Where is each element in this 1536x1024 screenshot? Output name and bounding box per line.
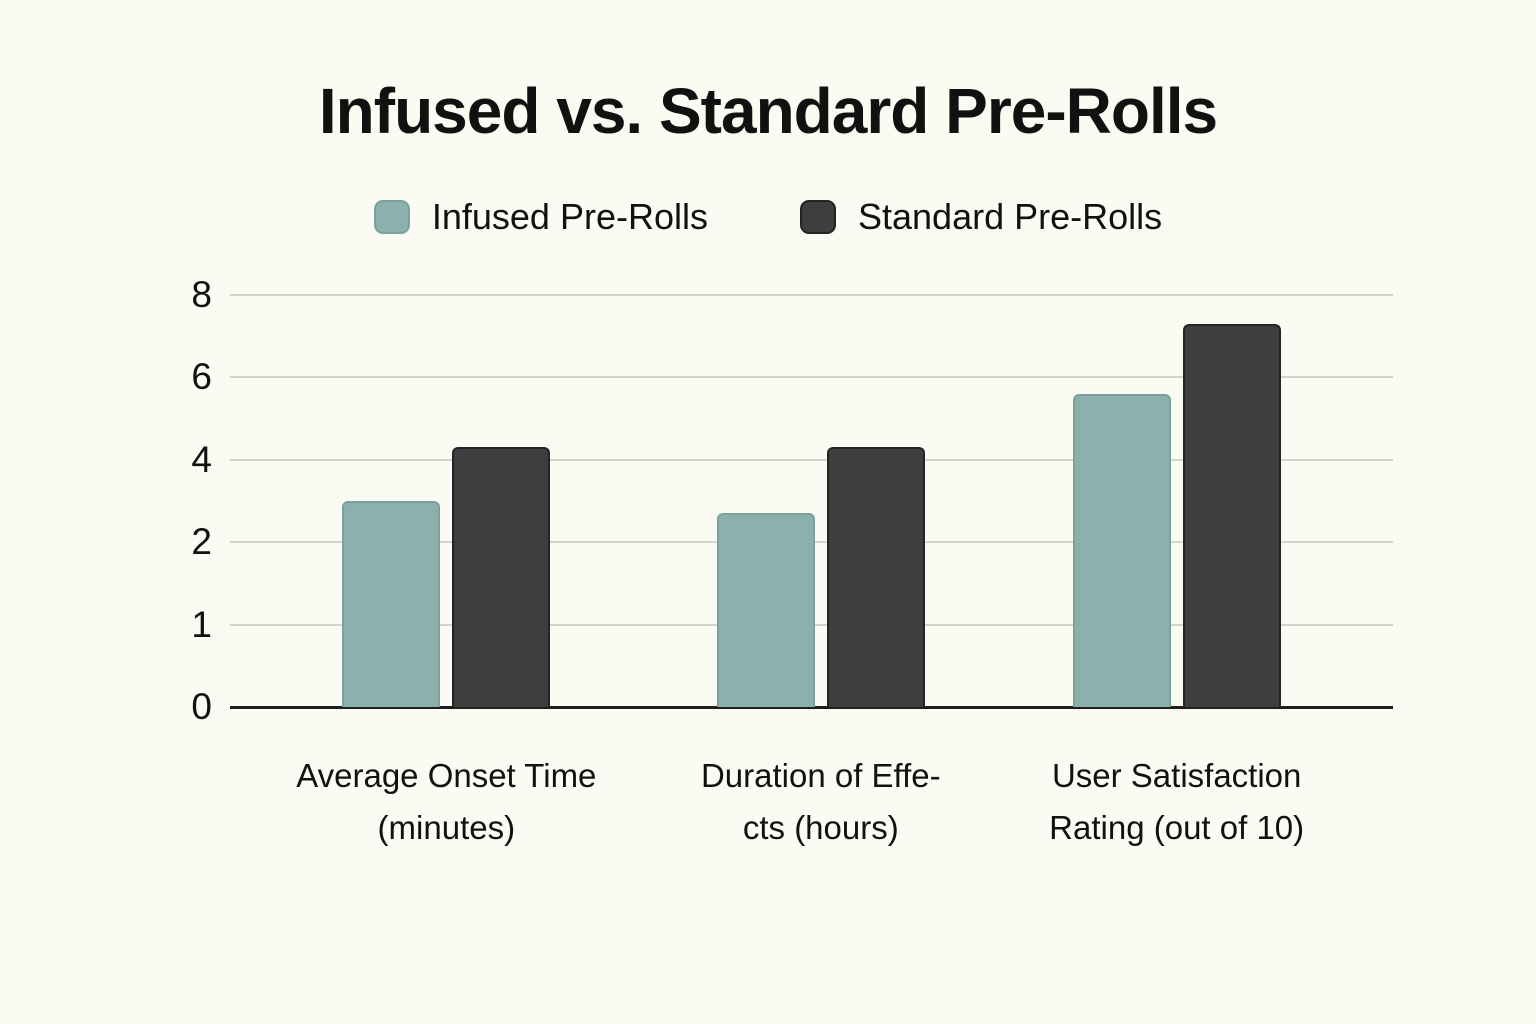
y-tick-label-8: 8 [191, 274, 212, 315]
legend-item: Standard Pre-Rolls [799, 196, 1163, 238]
legend: Infused Pre-Rolls Standard Pre-Rolls [0, 196, 1536, 238]
x-category-label: Duration of Effe-cts (hours) [606, 750, 1036, 854]
bar-group-1 [342, 447, 551, 707]
gridline-y-4 [230, 458, 1393, 461]
bar [452, 447, 551, 707]
bar [1182, 324, 1281, 707]
y-tick-label-6: 6 [191, 356, 212, 398]
x-category-label: User Satisfaction Rating (out of 10) [962, 750, 1392, 854]
legend-swatch-icon [799, 200, 836, 234]
y-tick-label-1: 1 [191, 603, 212, 645]
x-category-label: Average Onset Time (minutes) [231, 750, 661, 854]
bar [342, 501, 441, 707]
legend-item: Infused Pre-Rolls [373, 196, 708, 238]
chart-title: Infused vs. Standard Pre-Rolls [318, 75, 1218, 147]
y-tick-label-2: 2 [191, 521, 212, 563]
x-category-label-line: Duration of Effe- [700, 757, 941, 794]
plot-area: Average Onset Time (minutes) Duration of E… [191, 274, 1393, 846]
legend-swatch-icon [373, 200, 410, 234]
bar-group-2 [716, 447, 925, 707]
x-category-label-line: Rating (out of 10) [1049, 809, 1305, 846]
bar [1072, 394, 1171, 707]
y-tick-label-4: 4 [191, 438, 212, 480]
x-category-label-line: Average Onset Time [296, 757, 597, 794]
x-category-label-line: User Satisfaction [1051, 757, 1302, 794]
bar-group-3 [1072, 324, 1281, 707]
bar [716, 513, 815, 707]
bar [826, 447, 925, 707]
gridline-y-6 [230, 376, 1393, 379]
x-category-label-line: (minutes) [377, 809, 516, 846]
y-tick-label-0: 0 [191, 686, 212, 727]
gridline-y-8 [230, 294, 1393, 296]
x-category-label-line: cts (hours) [742, 809, 899, 846]
legend-label: Standard Pre-Rolls [857, 196, 1163, 237]
x-axis-line [230, 706, 1393, 709]
legend-label: Infused Pre-Rolls [431, 196, 708, 237]
